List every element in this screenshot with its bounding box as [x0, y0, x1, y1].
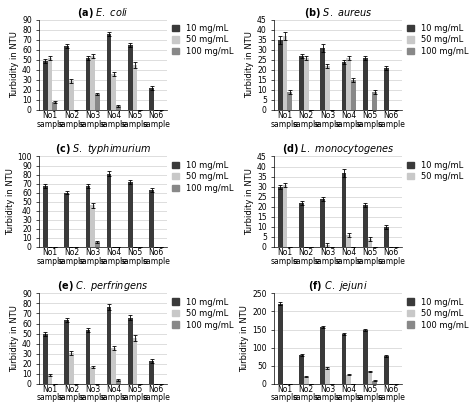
Bar — [111, 74, 116, 110]
Bar — [320, 327, 325, 384]
Legend: 10 mg/mL, 50 mg/mL, 100 mg/mL: 10 mg/mL, 50 mg/mL, 100 mg/mL — [172, 161, 233, 193]
Bar — [90, 56, 95, 110]
Bar — [283, 184, 287, 247]
Bar — [128, 44, 133, 110]
Bar — [320, 199, 325, 247]
Bar — [85, 330, 90, 384]
Y-axis label: Turbidity in NTU: Turbidity in NTU — [240, 305, 249, 372]
Bar — [149, 190, 154, 247]
Title: $\bf{(f)}$ $\mathit{C.\ jejuni}$: $\bf{(f)}$ $\mathit{C.\ jejuni}$ — [308, 279, 368, 293]
Bar — [368, 371, 372, 384]
Y-axis label: Turbidity in NTU: Turbidity in NTU — [245, 168, 254, 235]
Bar — [128, 317, 133, 384]
Bar — [384, 356, 389, 384]
Bar — [372, 381, 377, 384]
Bar — [64, 46, 69, 110]
Bar — [43, 61, 48, 110]
Bar — [107, 308, 111, 384]
Bar — [133, 65, 137, 110]
Bar — [287, 92, 292, 110]
Title: $\bf{(c)}$ $\mathit{S.\ typhimurium}$: $\bf{(c)}$ $\mathit{S.\ typhimurium}$ — [55, 142, 151, 157]
Bar — [149, 361, 154, 384]
Bar — [64, 319, 69, 384]
Bar — [299, 56, 304, 110]
Bar — [90, 367, 95, 384]
Bar — [351, 80, 356, 110]
Title: $\bf{(e)}$ $\mathit{C.\ perfringens}$: $\bf{(e)}$ $\mathit{C.\ perfringens}$ — [57, 279, 149, 293]
Bar — [85, 186, 90, 247]
Bar — [363, 58, 368, 110]
Bar — [346, 235, 351, 247]
Bar — [43, 334, 48, 384]
Bar — [299, 203, 304, 247]
Bar — [64, 193, 69, 247]
Bar — [116, 380, 121, 384]
Bar — [43, 186, 48, 247]
Y-axis label: Turbidity in NTU: Turbidity in NTU — [6, 168, 15, 235]
Bar — [149, 88, 154, 110]
Y-axis label: Turbidity in NTU: Turbidity in NTU — [10, 31, 19, 98]
Legend: 10 mg/mL, 50 mg/mL, 100 mg/mL: 10 mg/mL, 50 mg/mL, 100 mg/mL — [407, 297, 468, 330]
Bar — [325, 368, 330, 384]
Bar — [299, 355, 304, 384]
Y-axis label: Turbidity in NTU: Turbidity in NTU — [10, 305, 19, 372]
Bar — [95, 242, 100, 247]
Bar — [283, 35, 287, 110]
Bar — [278, 40, 283, 110]
Bar — [342, 334, 346, 384]
Title: $\bf{(d)}$ $\mathit{L.\ monocytogenes}$: $\bf{(d)}$ $\mathit{L.\ monocytogenes}$ — [282, 142, 394, 157]
Bar — [304, 377, 309, 384]
Title: $\bf{(a)}$ $\mathit{E.\ coli}$: $\bf{(a)}$ $\mathit{E.\ coli}$ — [77, 6, 129, 20]
Bar — [363, 205, 368, 247]
Bar — [325, 66, 330, 110]
Bar — [346, 58, 351, 110]
Y-axis label: Turbidity in NTU: Turbidity in NTU — [245, 31, 254, 98]
Bar — [116, 106, 121, 110]
Bar — [69, 353, 73, 384]
Bar — [85, 58, 90, 110]
Bar — [48, 58, 53, 110]
Bar — [278, 186, 283, 247]
Legend: 10 mg/mL, 50 mg/mL, 100 mg/mL: 10 mg/mL, 50 mg/mL, 100 mg/mL — [407, 24, 468, 56]
Legend: 10 mg/mL, 50 mg/mL: 10 mg/mL, 50 mg/mL — [407, 161, 463, 181]
Bar — [363, 330, 368, 384]
Bar — [95, 94, 100, 110]
Bar — [384, 227, 389, 247]
Bar — [372, 92, 377, 110]
Bar — [107, 33, 111, 110]
Bar — [107, 174, 111, 247]
Title: $\bf{(b)}$ $\mathit{S.\ aureus}$: $\bf{(b)}$ $\mathit{S.\ aureus}$ — [304, 6, 373, 20]
Bar — [384, 68, 389, 110]
Bar — [128, 182, 133, 247]
Bar — [90, 205, 95, 247]
Bar — [346, 375, 351, 384]
Legend: 10 mg/mL, 50 mg/mL, 100 mg/mL: 10 mg/mL, 50 mg/mL, 100 mg/mL — [172, 297, 233, 330]
Bar — [48, 375, 53, 384]
Bar — [133, 337, 137, 384]
Bar — [304, 58, 309, 110]
Bar — [111, 348, 116, 384]
Bar — [53, 102, 57, 110]
Bar — [342, 173, 346, 247]
Legend: 10 mg/mL, 50 mg/mL, 100 mg/mL: 10 mg/mL, 50 mg/mL, 100 mg/mL — [172, 24, 233, 56]
Bar — [320, 48, 325, 110]
Bar — [325, 245, 330, 247]
Bar — [368, 239, 372, 247]
Bar — [69, 81, 73, 110]
Bar — [342, 62, 346, 110]
Bar — [278, 304, 283, 384]
